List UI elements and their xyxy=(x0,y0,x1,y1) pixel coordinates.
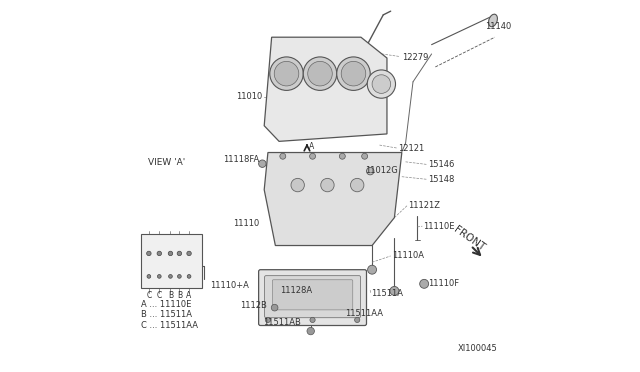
Text: FRONT: FRONT xyxy=(452,225,486,253)
Text: A ... 11110E: A ... 11110E xyxy=(141,300,191,309)
Circle shape xyxy=(147,275,151,278)
Circle shape xyxy=(157,275,161,278)
Circle shape xyxy=(351,178,364,192)
Circle shape xyxy=(266,317,271,323)
Circle shape xyxy=(187,275,191,278)
Circle shape xyxy=(337,57,370,90)
Circle shape xyxy=(307,327,314,335)
Text: B ... 11511A: B ... 11511A xyxy=(141,310,192,319)
Text: 11118FA: 11118FA xyxy=(223,155,260,164)
Circle shape xyxy=(280,153,286,159)
Text: B: B xyxy=(168,291,173,300)
Bar xyxy=(141,234,202,288)
Text: 11110: 11110 xyxy=(234,219,260,228)
Circle shape xyxy=(187,251,191,256)
Text: 12121: 12121 xyxy=(398,144,424,153)
Polygon shape xyxy=(264,37,387,141)
Text: C ... 11511AA: C ... 11511AA xyxy=(141,321,198,330)
Text: 11110+A: 11110+A xyxy=(210,281,248,290)
FancyBboxPatch shape xyxy=(259,270,367,326)
Circle shape xyxy=(168,275,172,278)
Text: 15148: 15148 xyxy=(428,175,454,184)
Text: 11511AA: 11511AA xyxy=(346,309,383,318)
Text: C: C xyxy=(147,291,152,300)
Text: 11110A: 11110A xyxy=(392,251,424,260)
Text: 1112B: 1112B xyxy=(240,301,267,310)
Text: 11128A: 11128A xyxy=(280,286,312,295)
Circle shape xyxy=(270,57,303,90)
Text: C: C xyxy=(157,291,162,300)
Circle shape xyxy=(362,153,367,159)
Text: VIEW 'A': VIEW 'A' xyxy=(148,158,185,167)
Text: 11012G: 11012G xyxy=(365,166,398,175)
Circle shape xyxy=(275,61,299,86)
Text: 11140: 11140 xyxy=(486,22,512,31)
Circle shape xyxy=(367,265,376,274)
Circle shape xyxy=(303,57,337,90)
Text: 11511AB: 11511AB xyxy=(263,318,301,327)
Text: 11511A: 11511A xyxy=(371,289,403,298)
Circle shape xyxy=(420,279,429,288)
FancyBboxPatch shape xyxy=(273,280,353,310)
Polygon shape xyxy=(264,153,402,246)
Circle shape xyxy=(310,153,316,159)
Circle shape xyxy=(177,275,181,278)
Text: 11010: 11010 xyxy=(236,92,262,101)
Circle shape xyxy=(321,178,334,192)
Circle shape xyxy=(367,167,374,175)
Circle shape xyxy=(367,70,396,98)
Circle shape xyxy=(341,61,365,86)
Text: A: A xyxy=(308,142,314,151)
Text: 11121Z: 11121Z xyxy=(408,201,440,210)
Circle shape xyxy=(157,251,161,256)
Text: 12279: 12279 xyxy=(402,53,428,62)
Circle shape xyxy=(147,251,151,256)
Text: B: B xyxy=(177,291,182,300)
FancyBboxPatch shape xyxy=(264,276,360,318)
Circle shape xyxy=(308,61,332,86)
Text: 11110E: 11110E xyxy=(424,222,455,231)
Text: 11110F: 11110F xyxy=(428,279,459,288)
Circle shape xyxy=(310,317,315,323)
Circle shape xyxy=(339,153,346,159)
Circle shape xyxy=(259,160,266,167)
Circle shape xyxy=(291,178,305,192)
Circle shape xyxy=(177,251,182,256)
Circle shape xyxy=(372,75,390,93)
Circle shape xyxy=(168,251,173,256)
Text: 15146: 15146 xyxy=(428,160,454,169)
Circle shape xyxy=(390,286,399,295)
Text: XI100045: XI100045 xyxy=(458,344,497,353)
Text: A: A xyxy=(186,291,192,300)
Ellipse shape xyxy=(488,14,497,27)
Circle shape xyxy=(271,304,278,311)
Circle shape xyxy=(355,317,360,323)
